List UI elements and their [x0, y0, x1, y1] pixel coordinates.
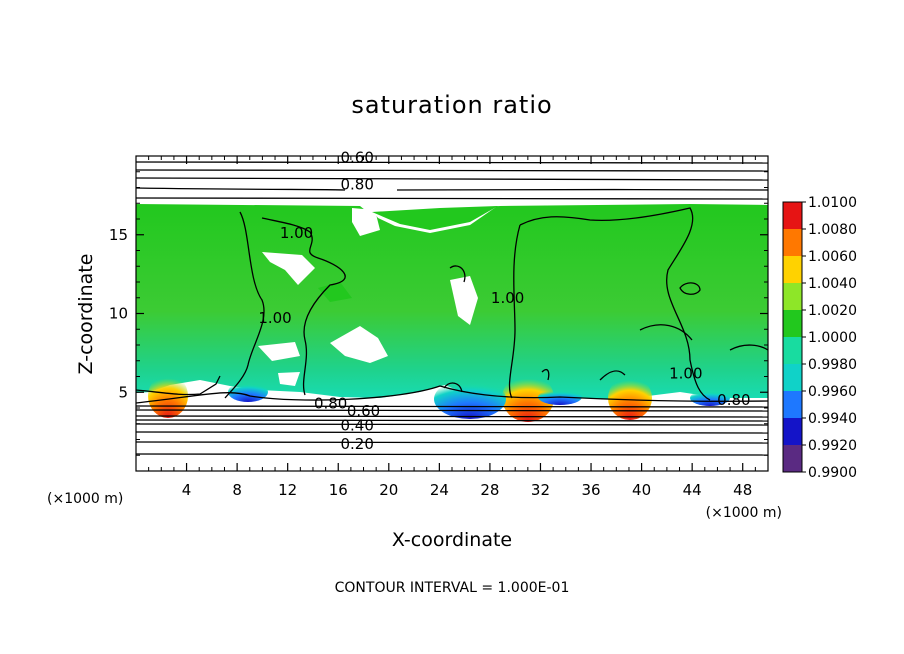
y-tick-label: 15 — [109, 226, 128, 244]
x-unit-label: (×1000 m) — [706, 505, 782, 521]
y-unit-label: (×1000 m) — [47, 491, 123, 507]
colorbar-label: 0.9980 — [808, 357, 857, 373]
contour-label: 1.00 — [491, 289, 524, 307]
x-tick-label: 8 — [232, 481, 242, 499]
colorbar-label: 1.0020 — [808, 303, 857, 319]
colorbar-segment — [783, 418, 802, 445]
saturation-field — [136, 156, 768, 471]
colorbar-segment — [783, 391, 802, 418]
contour-label: 0.60 — [347, 402, 380, 420]
colorbar-label: 1.0040 — [808, 276, 857, 292]
x-tick-label: 48 — [733, 481, 752, 499]
x-tick-label: 16 — [329, 481, 348, 499]
colorbar-segment — [783, 364, 802, 391]
contour-label: 0.60 — [340, 149, 373, 167]
colorbar-label: 1.0060 — [808, 249, 857, 265]
x-tick-label: 36 — [581, 481, 600, 499]
chart-title: saturation ratio — [351, 91, 552, 119]
x-axis-label: X-coordinate — [392, 529, 512, 551]
colorbar-segment — [783, 256, 802, 283]
colorbar-label: 0.9940 — [808, 411, 857, 427]
contour-label: 1.00 — [669, 364, 702, 382]
y-axis-label: Z-coordinate — [75, 254, 97, 375]
contour-label: 1.00 — [258, 309, 291, 327]
colorbar-label: 1.0000 — [808, 330, 857, 346]
y-tick-label: 10 — [109, 305, 128, 323]
colorbar-segment — [783, 229, 802, 256]
x-tick-label: 12 — [278, 481, 297, 499]
colorbar-label: 0.9900 — [808, 465, 857, 481]
contour-label: 0.40 — [340, 416, 373, 434]
x-tick-label: 24 — [430, 481, 449, 499]
y-axis: 5 10 15 — [109, 171, 768, 456]
x-tick-label: 28 — [480, 481, 499, 499]
x-tick-label: 4 — [182, 481, 192, 499]
x-axis: 4 8 12 16 20 24 28 32 36 40 44 48 — [148, 156, 756, 499]
colorbar-segment — [783, 445, 802, 472]
contour-label: 0.80 — [717, 391, 750, 409]
colorbar-label: 1.0080 — [808, 222, 857, 238]
colorbar-label: 1.0100 — [808, 195, 857, 211]
y-tick-label: 5 — [118, 383, 128, 401]
colorbar-label: 0.9920 — [808, 438, 857, 454]
colorbar: 0.9900 0.9920 0.9940 0.9960 0.9980 1.0000 1.00… — [782, 195, 857, 481]
colorbar-segment — [783, 337, 802, 364]
colorbar-label: 0.9960 — [808, 384, 857, 400]
contour-label: 0.80 — [340, 175, 373, 193]
contour-lines — [136, 161, 768, 456]
contour-labels: 0.600.801.001.001.001.000.80 0.600.400.20… — [258, 149, 750, 454]
x-tick-label: 32 — [531, 481, 550, 499]
x-tick-label: 44 — [683, 481, 702, 499]
colorbar-segment — [783, 283, 802, 310]
contour-label: 0.20 — [340, 435, 373, 453]
colorbar-segment — [783, 310, 802, 337]
x-tick-label: 40 — [632, 481, 651, 499]
contour-label: 0.80 — [314, 394, 347, 412]
x-tick-label: 20 — [379, 481, 398, 499]
colorbar-segment — [783, 202, 802, 229]
contour-interval-note: CONTOUR INTERVAL = 1.000E-01 — [335, 580, 570, 596]
contour-label: 1.00 — [280, 224, 313, 242]
